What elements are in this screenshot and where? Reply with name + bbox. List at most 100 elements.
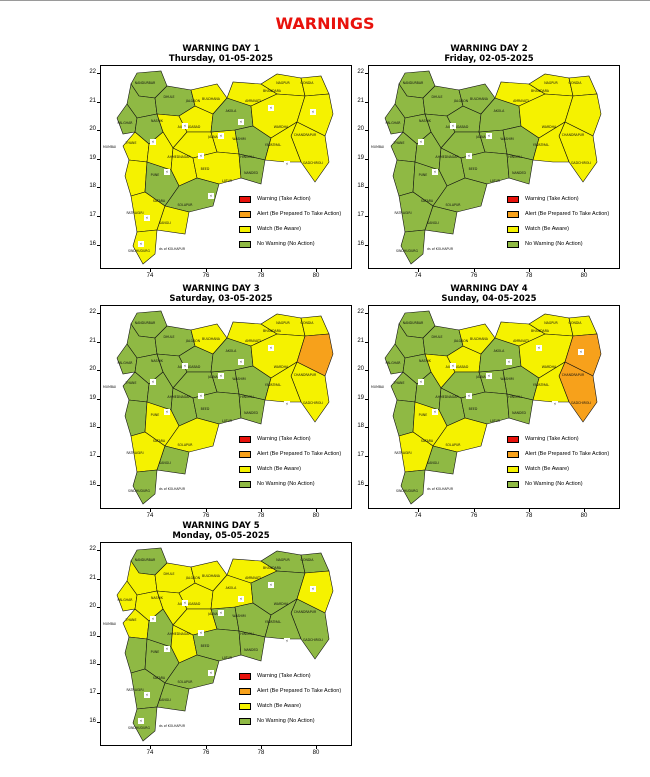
svg-text:⚡: ⚡ bbox=[580, 350, 583, 355]
thunderstorm-icon: ⚡ bbox=[238, 119, 244, 125]
district-label: AHMEDNAGAR bbox=[167, 395, 191, 399]
svg-text:⚡: ⚡ bbox=[146, 693, 149, 698]
district-label: YAVATMAL bbox=[265, 383, 281, 387]
district-label: PALGHAR bbox=[386, 361, 402, 365]
district-label: NANDED bbox=[244, 411, 258, 415]
district-label: BHANDARA bbox=[263, 329, 282, 333]
district-label: AHMEDNAGAR bbox=[167, 155, 191, 159]
district-label: JALNA bbox=[475, 135, 486, 139]
legend-swatch bbox=[507, 436, 519, 443]
district-d4 bbox=[116, 103, 138, 135]
x-tick-label: 78 bbox=[257, 273, 265, 279]
mumbai-label: MUMBAI bbox=[103, 145, 116, 149]
warning-panel-day-5: WARNING DAY 5 Monday, 05-05-2025 BHANDARA N… bbox=[70, 521, 352, 756]
y-tick-label: 21 bbox=[89, 97, 96, 104]
y-tick bbox=[97, 693, 100, 694]
thunderstorm-icon: ⚡ bbox=[268, 582, 274, 588]
svg-text:⚡: ⚡ bbox=[434, 410, 437, 415]
district-label: NAGPUR bbox=[544, 321, 558, 325]
district-label: SOLAPUR bbox=[445, 443, 461, 447]
district-label: JALGAON bbox=[185, 339, 201, 343]
y-tick-label: 17 bbox=[357, 212, 364, 218]
x-tick bbox=[150, 269, 151, 272]
legend-swatch bbox=[239, 703, 251, 710]
legend-swatch bbox=[507, 481, 519, 488]
legend-label: Warning (Take Action) bbox=[257, 673, 311, 679]
district-label: THANE bbox=[125, 618, 137, 622]
svg-text:⚡: ⚡ bbox=[468, 394, 471, 399]
legend-swatch bbox=[239, 466, 251, 473]
svg-text:⚡: ⚡ bbox=[140, 242, 143, 247]
y-tick bbox=[365, 216, 368, 217]
legend-label: Watch (Be Aware) bbox=[257, 466, 302, 472]
panel-date: Thursday, 01-05-2025 bbox=[168, 54, 274, 64]
x-tick-label: 78 bbox=[525, 513, 533, 519]
thunderstorm-icon: ⚡ bbox=[578, 349, 584, 355]
district-label: NANDED bbox=[244, 648, 258, 652]
district-label: BEED bbox=[469, 407, 478, 411]
district-d20 bbox=[400, 229, 426, 265]
district-d26 bbox=[300, 552, 330, 574]
district-label: JALNA bbox=[475, 375, 486, 379]
svg-text:⚡: ⚡ bbox=[468, 154, 471, 159]
district-d19 bbox=[424, 445, 458, 475]
thunderstorm-icon: ⚡ bbox=[310, 586, 316, 592]
district-label: GADCHIROLI bbox=[571, 161, 591, 165]
y-tick-label: 16 bbox=[357, 480, 364, 487]
district-d8 bbox=[458, 323, 496, 355]
thunderstorm-icon: ⚡ bbox=[418, 139, 424, 145]
legend-swatch bbox=[239, 241, 251, 248]
y-tick bbox=[365, 187, 368, 189]
svg-text:⚡: ⚡ bbox=[152, 617, 155, 622]
x-tick-label: 80 bbox=[580, 273, 588, 279]
district-label: AURANGABAD bbox=[178, 125, 201, 129]
x-tick-label: 76 bbox=[202, 750, 210, 756]
y-tick-label: 18 bbox=[89, 423, 96, 430]
y-tick bbox=[97, 187, 100, 189]
district-label: DHULE bbox=[432, 335, 443, 339]
thunderstorm-icon: ⚡ bbox=[432, 169, 438, 175]
district-label: YAVATMAL bbox=[533, 143, 549, 147]
district-label: SOLAPUR bbox=[177, 443, 193, 447]
y-tick-label: 19 bbox=[357, 394, 364, 401]
district-d4 bbox=[116, 343, 138, 375]
y-tick bbox=[97, 664, 100, 666]
district-label: RATNAGIRI bbox=[394, 211, 411, 215]
district-label: NASHIK bbox=[151, 359, 164, 363]
district-label: THANE bbox=[125, 141, 137, 145]
thunderstorm-icon: ⚡ bbox=[418, 379, 424, 385]
district-label: WARDHA bbox=[274, 365, 289, 369]
svg-text:⚡: ⚡ bbox=[488, 134, 491, 139]
legend-swatch bbox=[239, 688, 251, 695]
district-label: BEED bbox=[469, 167, 478, 171]
legend-swatch bbox=[507, 211, 519, 218]
y-tick bbox=[97, 370, 100, 372]
district-label: AHMEDNAGAR bbox=[435, 395, 459, 399]
y-tick-label: 17 bbox=[357, 452, 364, 458]
svg-text:⚡: ⚡ bbox=[200, 394, 203, 399]
thunderstorm-icon: ⚡ bbox=[450, 363, 456, 369]
y-tick bbox=[97, 73, 100, 74]
district-d20 bbox=[132, 706, 158, 742]
thunderstorm-icon: ⚡ bbox=[466, 393, 472, 399]
district-label: NANDED bbox=[512, 411, 526, 415]
svg-text:⚡: ⚡ bbox=[286, 162, 289, 167]
panel-date: Friday, 02-05-2025 bbox=[444, 54, 534, 64]
district-label: SINDHUDURG bbox=[128, 249, 151, 253]
panel-date: Sunday, 04-05-2025 bbox=[441, 294, 537, 304]
district-d26 bbox=[300, 315, 330, 337]
district-label: LATUR bbox=[222, 179, 233, 183]
x-tick-label: 80 bbox=[312, 750, 320, 756]
district-label: WARDHA bbox=[274, 125, 289, 129]
svg-text:⚡: ⚡ bbox=[210, 194, 213, 199]
y-tick-label: 21 bbox=[89, 337, 96, 344]
district-label: GONDIA bbox=[301, 321, 315, 325]
thunderstorm-icon: ⚡ bbox=[268, 105, 274, 111]
district-d26 bbox=[568, 315, 598, 337]
district-d15 bbox=[124, 636, 148, 674]
x-tick bbox=[150, 746, 151, 749]
district-d20 bbox=[132, 469, 158, 505]
district-label: JALNA bbox=[207, 612, 218, 616]
district-label: NAGPUR bbox=[544, 81, 558, 85]
svg-text:⚡: ⚡ bbox=[286, 402, 289, 407]
